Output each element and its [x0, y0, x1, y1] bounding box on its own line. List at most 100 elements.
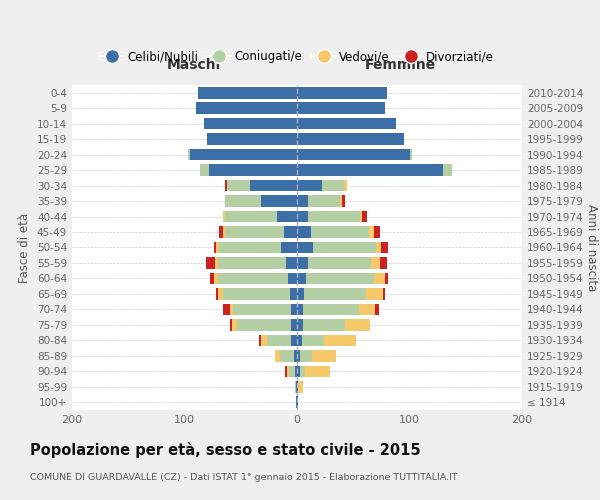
- Bar: [284, 226, 297, 238]
- Bar: [297, 210, 308, 222]
- Bar: [308, 210, 360, 222]
- Bar: [302, 334, 324, 346]
- Y-axis label: Fasce di età: Fasce di età: [19, 212, 31, 282]
- Bar: [301, 350, 311, 362]
- Bar: [203, 118, 297, 130]
- Bar: [250, 180, 297, 192]
- Bar: [362, 210, 367, 222]
- Bar: [261, 334, 266, 346]
- Bar: [275, 350, 280, 362]
- Bar: [229, 319, 232, 330]
- Y-axis label: Anni di nascita: Anni di nascita: [584, 204, 598, 291]
- Bar: [223, 304, 229, 315]
- Bar: [190, 149, 297, 160]
- Bar: [298, 381, 302, 392]
- Bar: [297, 381, 298, 392]
- Bar: [308, 196, 340, 207]
- Bar: [293, 350, 297, 362]
- Bar: [218, 288, 223, 300]
- Bar: [223, 210, 225, 222]
- Bar: [297, 257, 308, 269]
- Bar: [313, 242, 376, 254]
- Bar: [227, 180, 250, 192]
- Bar: [302, 319, 346, 330]
- Bar: [225, 210, 277, 222]
- Bar: [297, 149, 409, 160]
- Bar: [288, 272, 297, 284]
- Bar: [297, 242, 313, 254]
- Bar: [359, 304, 374, 315]
- Bar: [322, 180, 344, 192]
- Bar: [233, 304, 292, 315]
- Bar: [238, 319, 292, 330]
- Bar: [311, 350, 337, 362]
- Bar: [385, 272, 388, 284]
- Bar: [216, 242, 220, 254]
- Bar: [297, 226, 311, 238]
- Bar: [211, 272, 214, 284]
- Bar: [302, 304, 359, 315]
- Bar: [198, 87, 297, 99]
- Bar: [286, 257, 297, 269]
- Legend: Celibi/Nubili, Coniugati/e, Vedovi/e, Divorziati/e: Celibi/Nubili, Coniugati/e, Vedovi/e, Di…: [95, 46, 499, 68]
- Bar: [188, 149, 190, 160]
- Bar: [289, 366, 295, 377]
- Bar: [225, 196, 261, 207]
- Bar: [266, 334, 292, 346]
- Bar: [297, 196, 308, 207]
- Bar: [297, 350, 301, 362]
- Bar: [297, 334, 302, 346]
- Bar: [304, 288, 365, 300]
- Bar: [280, 350, 293, 362]
- Text: Maschi: Maschi: [166, 58, 221, 72]
- Bar: [308, 257, 371, 269]
- Bar: [225, 180, 227, 192]
- Bar: [223, 226, 225, 238]
- Text: Femmine: Femmine: [365, 58, 436, 72]
- Bar: [344, 180, 347, 192]
- Bar: [220, 226, 223, 238]
- Bar: [297, 164, 443, 176]
- Bar: [297, 134, 404, 145]
- Bar: [295, 381, 296, 392]
- Bar: [373, 226, 380, 238]
- Bar: [383, 288, 385, 300]
- Bar: [292, 334, 297, 346]
- Bar: [290, 288, 297, 300]
- Bar: [284, 366, 287, 377]
- Bar: [297, 396, 298, 408]
- Bar: [225, 226, 284, 238]
- Bar: [306, 272, 373, 284]
- Bar: [296, 396, 297, 408]
- Bar: [232, 319, 238, 330]
- Bar: [297, 272, 306, 284]
- Bar: [369, 226, 373, 238]
- Bar: [324, 334, 355, 346]
- Bar: [220, 242, 281, 254]
- Bar: [292, 319, 297, 330]
- Bar: [281, 242, 297, 254]
- Bar: [214, 242, 216, 254]
- Bar: [342, 196, 346, 207]
- Bar: [297, 319, 302, 330]
- Bar: [292, 304, 297, 315]
- Bar: [209, 164, 297, 176]
- Bar: [373, 272, 385, 284]
- Bar: [218, 257, 286, 269]
- Bar: [223, 288, 290, 300]
- Bar: [365, 288, 383, 300]
- Bar: [261, 196, 297, 207]
- Bar: [297, 288, 304, 300]
- Bar: [295, 366, 297, 377]
- Bar: [340, 196, 342, 207]
- Bar: [297, 180, 322, 192]
- Bar: [382, 242, 388, 254]
- Bar: [380, 257, 387, 269]
- Bar: [207, 134, 297, 145]
- Bar: [305, 366, 329, 377]
- Bar: [443, 164, 452, 176]
- Bar: [297, 102, 385, 114]
- Bar: [297, 366, 301, 377]
- Bar: [297, 87, 387, 99]
- Bar: [409, 149, 412, 160]
